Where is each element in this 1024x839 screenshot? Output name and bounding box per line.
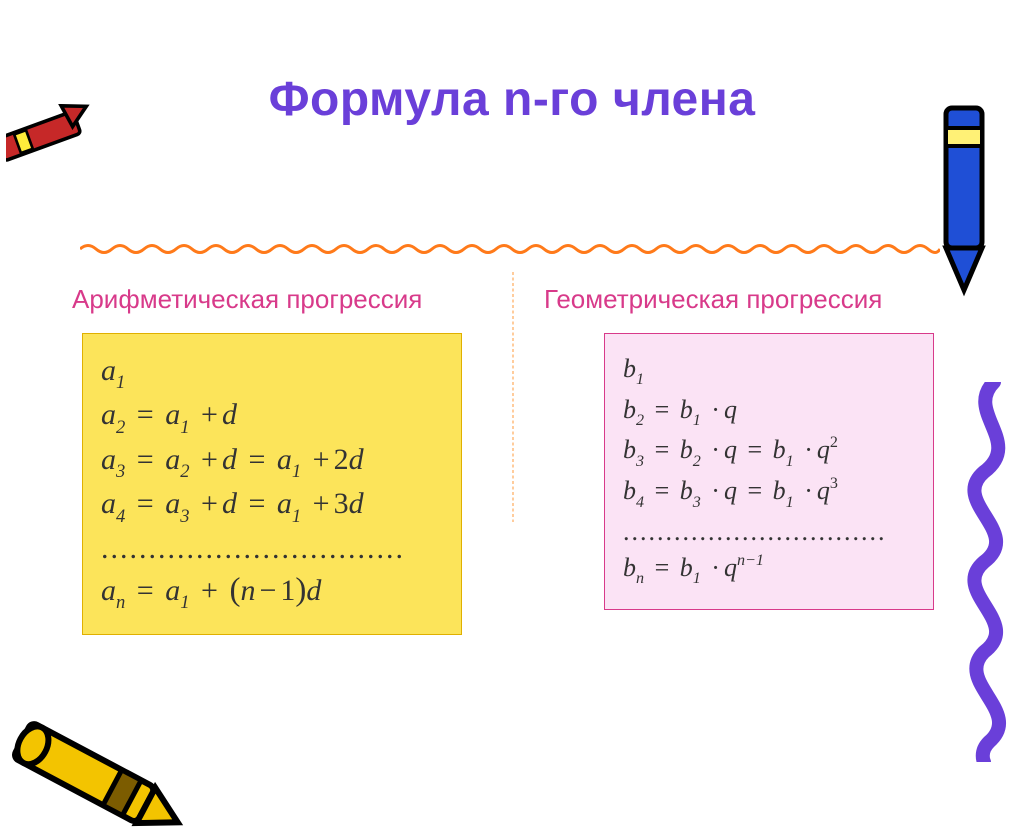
formula-row: b1	[623, 354, 915, 389]
slide-title: Формула n-го члена	[0, 72, 1024, 127]
formula-row: b2 = b1 ·q	[623, 395, 915, 430]
formula-row: a3 = a2 +d = a1 +2d	[101, 443, 443, 481]
formula-row: b4 = b3 ·q = b1 ·q3	[623, 476, 915, 511]
formula-row: bn = b1 ·qn−1	[623, 553, 915, 588]
squiggle-icon	[954, 382, 1024, 762]
formula-dots: ...............................	[623, 517, 915, 547]
left-column: Арифметическая прогрессия a1 a2 = a1 +d …	[60, 272, 512, 799]
formula-row: b3 = b2 ·q = b1 ·q2	[623, 435, 915, 470]
formula-row: a1	[101, 354, 443, 392]
right-heading: Геометрическая прогрессия	[544, 284, 952, 315]
geometric-box: b1 b2 = b1 ·q b3 = b2 ·q = b1 ·q2	[604, 333, 934, 610]
formula-row: a2 = a1 +d	[101, 398, 443, 436]
arithmetic-box: a1 a2 = a1 +d a3 = a2 +d = a1 +2d	[82, 333, 462, 635]
columns: Арифметическая прогрессия a1 a2 = a1 +d …	[60, 272, 964, 799]
crayon-blue-icon	[908, 100, 1018, 300]
slide: Формула n-го члена Арифметическая прогре…	[0, 72, 1024, 839]
right-column: Геометрическая прогрессия b1 b2 = b1 ·q …	[512, 272, 964, 799]
formula-row: an = a1 + (n−1)d	[101, 572, 443, 612]
wavy-divider-icon	[80, 242, 940, 256]
left-heading: Арифметическая прогрессия	[72, 284, 500, 315]
formula-row: a4 = a3 +d = a1 +3d	[101, 487, 443, 525]
formula-dots: ................................	[101, 532, 443, 567]
crayon-red-icon	[6, 78, 96, 168]
